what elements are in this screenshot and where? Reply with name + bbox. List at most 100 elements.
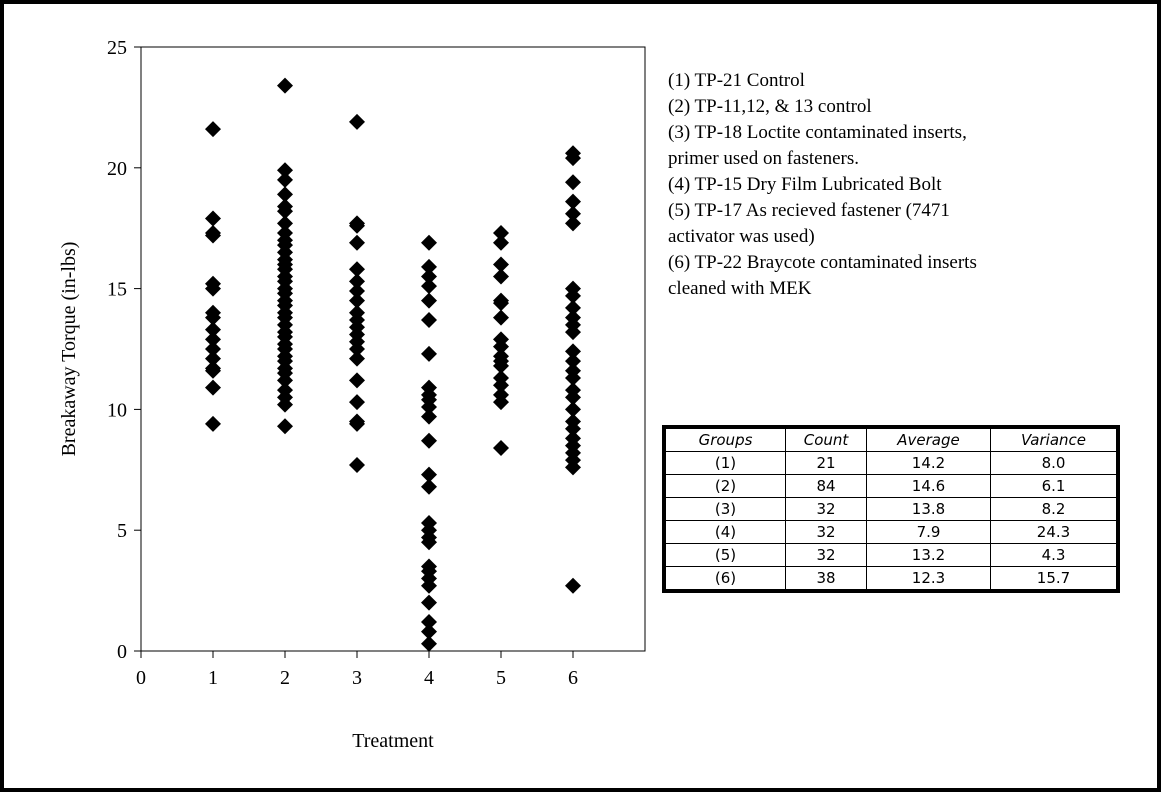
table-row: (6) 38 12.3 15.7 [665, 566, 1117, 590]
y-axis: 0 5 10 15 20 25 [107, 37, 141, 663]
data-point-marker [421, 408, 437, 425]
data-point-marker [277, 396, 293, 413]
note-line: (1) TP-21 Control [668, 70, 805, 91]
cell-variance: 8.2 [990, 497, 1117, 521]
plot-area [140, 46, 646, 652]
cell-group: (6) [665, 566, 786, 590]
scatter-chart: 0 5 10 15 20 25 0 1 2 3 4 5 6 Treatment Breakaway T… [58, 37, 646, 752]
data-point-marker [205, 210, 221, 227]
data-point-marker [349, 283, 365, 300]
table-header-row: Groups Count Average Variance [665, 428, 1117, 452]
data-point-marker [565, 324, 581, 341]
data-point-marker [421, 614, 437, 631]
data-point-marker [205, 379, 221, 396]
data-point-marker [205, 321, 221, 338]
cell-group: (5) [665, 543, 786, 567]
data-point-marker [277, 186, 293, 203]
cell-variance: 6.1 [990, 474, 1117, 498]
y-axis-label: Breakaway Torque (in-lbs) [58, 242, 80, 457]
note-line: primer used on fasteners. [668, 148, 859, 169]
data-point-marker [349, 113, 365, 130]
data-point-marker [565, 215, 581, 232]
table-row: (2) 84 14.6 6.1 [665, 474, 1117, 498]
data-point-marker [205, 341, 221, 357]
note-line: (2) TP-11,12, & 13 control [668, 96, 872, 117]
data-point-marker [565, 389, 581, 406]
data-point-marker [205, 227, 221, 244]
cell-group: (1) [665, 451, 786, 475]
data-point-marker [277, 372, 293, 389]
data-point-marker [205, 309, 221, 326]
data-point-marker [349, 394, 365, 411]
note-line: (5) TP-17 As recieved fastener (7471 [668, 200, 950, 221]
data-point-marker [493, 377, 509, 394]
data-point-marker [565, 459, 581, 476]
summary-table: Groups Count Average Variance (1) 21 14.… [665, 428, 1117, 590]
cell-count: 32 [785, 520, 867, 544]
data-point-marker [421, 234, 437, 251]
cell-average: 7.9 [866, 520, 991, 544]
data-markers [205, 77, 581, 652]
data-point-marker [421, 534, 437, 551]
data-point-marker [421, 312, 437, 329]
data-point-marker [565, 174, 581, 191]
data-point-marker [349, 292, 365, 309]
data-point-marker [277, 203, 293, 220]
cell-average: 14.6 [866, 474, 991, 498]
data-point-marker [349, 261, 365, 278]
cell-average: 12.3 [866, 566, 991, 590]
x-tick-label: 2 [280, 667, 290, 689]
data-point-marker [565, 287, 581, 304]
data-point-marker [349, 456, 365, 473]
data-point-marker [349, 341, 365, 357]
data-point-marker [565, 205, 581, 222]
y-tick-label: 0 [117, 641, 127, 663]
data-point-marker [349, 217, 365, 234]
data-point-marker [205, 331, 221, 348]
x-tick-label: 4 [424, 667, 434, 689]
data-point-marker [565, 299, 581, 316]
data-point-marker [349, 372, 365, 389]
data-point-marker [421, 278, 437, 295]
data-point-marker [277, 171, 293, 188]
header-groups: Groups [665, 428, 786, 452]
y-tick-label: 5 [117, 520, 127, 542]
x-axis-label: Treatment [352, 730, 434, 752]
data-point-marker [421, 432, 437, 449]
data-point-marker [421, 623, 437, 640]
data-point-marker [565, 353, 581, 370]
x-axis: 0 1 2 3 4 5 6 [136, 651, 578, 689]
data-point-marker [421, 466, 437, 483]
data-point-marker [205, 362, 221, 379]
cell-average: 14.2 [866, 451, 991, 475]
data-point-marker [277, 418, 293, 435]
data-point-marker [421, 292, 437, 309]
cell-variance: 15.7 [990, 566, 1117, 590]
cell-count: 32 [785, 543, 867, 567]
data-point-marker [205, 280, 221, 297]
cell-count: 84 [785, 474, 867, 498]
data-point-marker [349, 234, 365, 251]
header-count: Count [785, 428, 867, 452]
cell-count: 38 [785, 566, 867, 590]
data-point-marker [493, 256, 509, 273]
data-point-marker [277, 215, 293, 232]
data-point-marker [565, 343, 581, 360]
header-variance: Variance [990, 428, 1117, 452]
data-point-marker [421, 258, 437, 275]
data-point-marker [493, 440, 509, 457]
table-row: (4) 32 7.9 24.3 [665, 520, 1117, 544]
data-point-marker [421, 577, 437, 594]
x-tick-label: 1 [208, 667, 218, 689]
table-row: (1) 21 14.2 8.0 [665, 451, 1117, 475]
data-point-marker [277, 77, 293, 94]
treatment-legend-notes: (1) TP-21 Control (2) TP-11,12, & 13 con… [668, 68, 1108, 302]
data-point-marker [421, 478, 437, 495]
data-point-marker [493, 394, 509, 411]
data-point-marker [565, 369, 581, 386]
data-point-marker [421, 268, 437, 285]
table-row: (5) 32 13.2 4.3 [665, 543, 1117, 567]
cell-average: 13.2 [866, 543, 991, 567]
data-point-marker [565, 577, 581, 594]
data-point-marker [277, 162, 293, 179]
